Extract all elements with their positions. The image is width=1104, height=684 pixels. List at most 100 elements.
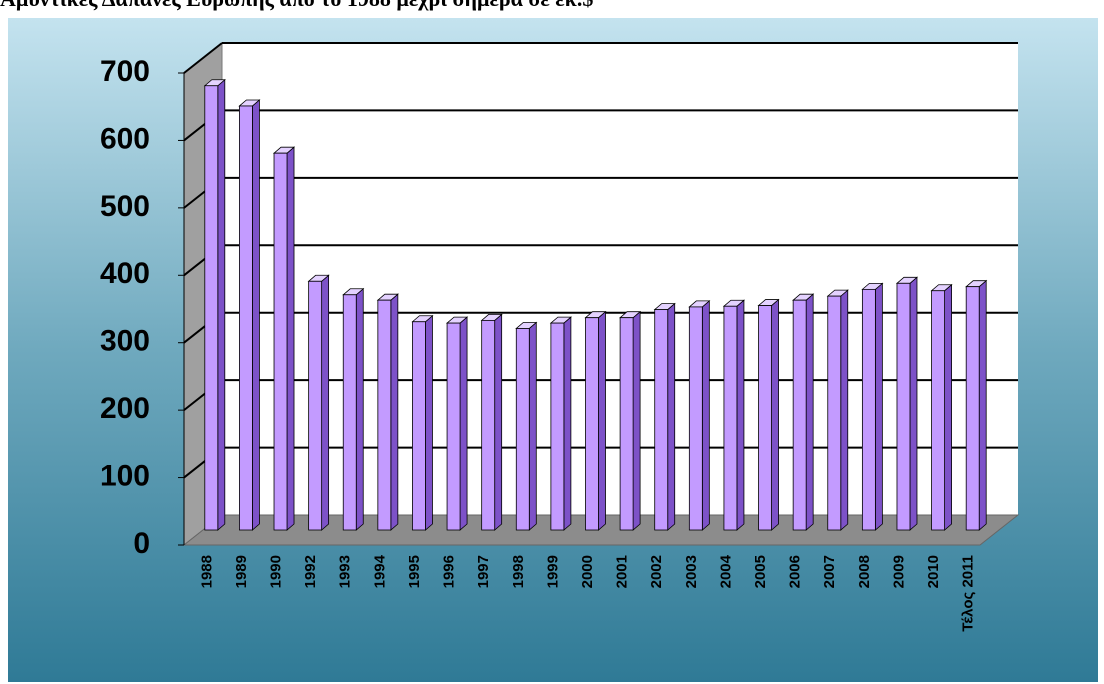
x-tick-label: 1996 [441,555,458,588]
bar [584,310,607,531]
bar-side [771,298,779,531]
bar-front [758,305,772,531]
bar-front [273,152,288,531]
bar [965,279,988,531]
y-tick-label: 100 [100,459,150,492]
bar-front [550,322,565,531]
bar-front [896,282,911,531]
bar [619,310,642,531]
bar [722,299,746,531]
bar [826,289,849,531]
bar [238,99,261,531]
x-tick-label: 2007 [821,555,838,588]
y-tick-label: 300 [100,325,150,358]
bar [307,274,330,531]
x-tick-label: 2001 [614,555,631,588]
bar-front [204,85,219,531]
bar [549,316,572,531]
y-tick-label: 400 [100,257,150,290]
x-tick-label: 2009 [890,555,907,588]
x-tick-label: 2010 [925,555,942,588]
x-tick-label: 2006 [787,555,804,588]
bar-side [563,316,572,531]
bar-side [321,274,330,531]
bar-side [978,279,987,531]
bar-front [827,295,842,531]
bar [895,276,919,531]
bar-front [792,299,807,531]
bar-front [688,306,703,531]
bar [376,293,399,531]
bar-side [252,99,260,531]
x-tick-label: Τέλος 2011 [960,555,977,632]
bar-front [965,286,980,531]
bar-side [667,302,676,531]
bar-side [736,299,745,531]
bar-side [874,282,883,531]
x-tick-label: 2005 [752,555,769,588]
x-tick-label: 2000 [579,555,596,588]
bar-front [481,319,496,531]
bar-front [723,305,738,531]
bar [757,298,780,531]
bar [480,313,503,531]
bar-side [632,310,641,531]
bar-front [308,280,323,531]
bar-front [515,328,530,531]
bar [688,300,711,531]
x-tick-label: 1988 [198,555,215,588]
bar [445,316,469,531]
bar-front [377,299,392,531]
y-tick-label: 600 [100,122,150,155]
bar-side [217,78,226,531]
x-tick-label: 2002 [648,555,665,588]
bar [272,146,296,531]
bar [792,293,815,531]
y-tick-label: 500 [100,190,150,223]
bar-front [342,294,357,531]
y-tick-label: 700 [100,55,150,88]
bar-side [944,283,952,531]
x-tick-label: 2003 [683,555,700,588]
x-tick-label: 1995 [406,555,423,588]
x-tick-label: 1990 [267,555,284,588]
bar [342,287,365,531]
bar-side [598,310,606,531]
x-tick-label: 1989 [233,555,250,588]
bar [411,314,434,531]
bar-side [390,293,399,531]
bar-front [585,317,599,531]
bar-front [654,309,669,531]
x-tick-label: 1993 [337,555,354,588]
bar-front [412,321,426,531]
bar-side [459,316,468,531]
x-tick-label: 1997 [475,555,492,588]
bar [203,78,226,531]
bar-front [861,288,876,531]
bar-side [494,313,503,531]
bar [515,321,538,531]
bar-side [701,300,710,531]
x-tick-label: 1999 [544,555,561,588]
bar [861,282,884,531]
x-tick-label: 2008 [856,555,873,588]
bar-front [931,290,945,531]
bar-side [286,146,295,531]
bar-side [528,321,537,531]
bar [930,283,953,531]
chart-title: Αμυντικές Δαπάνες Ευρώπης από το 1988 μέ… [0,0,593,11]
x-tick-label: 1998 [510,555,527,588]
bar-side [805,293,814,531]
bar-side [425,314,433,531]
bar-side [355,287,364,531]
bar [653,302,676,531]
x-tick-label: 1994 [371,554,388,588]
bar-side [909,276,918,531]
y-tick-label: 200 [100,392,150,425]
bar-front [239,105,253,531]
bar-front [446,322,461,531]
bar-side [840,289,849,531]
x-tick-label: 1992 [302,555,319,588]
